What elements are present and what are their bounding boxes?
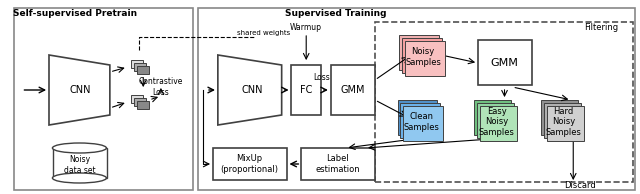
FancyBboxPatch shape (401, 103, 440, 138)
Text: Label
estimation: Label estimation (316, 154, 360, 174)
Text: Loss: Loss (314, 73, 330, 81)
FancyBboxPatch shape (291, 65, 321, 115)
Text: Contrastive
Loss: Contrastive Loss (139, 77, 183, 97)
Text: shared weights: shared weights (237, 30, 291, 36)
Text: Self-supervised Pretrain: Self-supervised Pretrain (13, 10, 138, 18)
Text: Discard: Discard (564, 180, 596, 190)
Text: GMM: GMM (491, 58, 518, 68)
FancyBboxPatch shape (198, 8, 635, 190)
Text: Easy
Noisy
Samples: Easy Noisy Samples (479, 107, 515, 137)
FancyBboxPatch shape (403, 38, 442, 73)
FancyBboxPatch shape (403, 106, 443, 141)
Text: Clean
Samples: Clean Samples (403, 112, 439, 132)
Text: MixUp
(proportional): MixUp (proportional) (220, 154, 278, 174)
FancyBboxPatch shape (53, 148, 107, 178)
Polygon shape (49, 55, 110, 125)
FancyBboxPatch shape (544, 103, 581, 138)
FancyBboxPatch shape (474, 100, 511, 135)
Text: Noisy
Samples: Noisy Samples (405, 47, 441, 67)
Text: GMM: GMM (340, 85, 365, 95)
FancyBboxPatch shape (331, 65, 375, 115)
Text: CNN: CNN (70, 85, 91, 95)
FancyBboxPatch shape (478, 40, 532, 85)
Text: Warmup: Warmup (290, 23, 322, 31)
FancyBboxPatch shape (547, 106, 584, 141)
Polygon shape (218, 55, 282, 125)
FancyBboxPatch shape (477, 103, 515, 138)
FancyBboxPatch shape (134, 63, 146, 71)
FancyBboxPatch shape (13, 8, 193, 190)
Ellipse shape (52, 143, 106, 153)
FancyBboxPatch shape (399, 35, 439, 70)
FancyBboxPatch shape (301, 148, 375, 180)
FancyBboxPatch shape (138, 101, 149, 109)
FancyBboxPatch shape (134, 98, 146, 106)
FancyBboxPatch shape (541, 100, 578, 135)
Text: Filtering: Filtering (584, 23, 618, 33)
FancyBboxPatch shape (480, 106, 517, 141)
FancyBboxPatch shape (213, 148, 287, 180)
Text: Noisy
data set: Noisy data set (63, 155, 95, 175)
Text: Hard
Noisy
Samples: Hard Noisy Samples (545, 107, 581, 137)
FancyBboxPatch shape (405, 41, 445, 76)
Text: CNN: CNN (241, 85, 263, 95)
Ellipse shape (52, 173, 106, 183)
FancyBboxPatch shape (138, 66, 149, 74)
Text: FC: FC (300, 85, 312, 95)
FancyBboxPatch shape (397, 100, 436, 135)
Text: Supervised Training: Supervised Training (285, 10, 387, 18)
FancyBboxPatch shape (131, 60, 143, 68)
FancyBboxPatch shape (131, 95, 143, 103)
